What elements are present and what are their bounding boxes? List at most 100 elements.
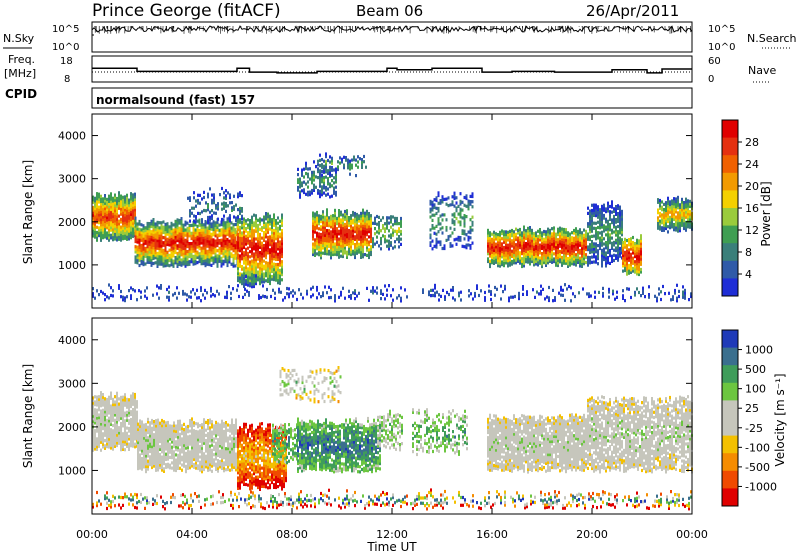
power-echo — [348, 234, 350, 238]
power-echo — [441, 213, 444, 217]
power-echo — [298, 288, 300, 292]
power-echo — [471, 223, 474, 227]
power-echo — [206, 255, 209, 259]
power-echo — [281, 223, 283, 227]
power-echo — [523, 251, 525, 255]
colorbar-tick-label: 8 — [745, 246, 752, 259]
power-echo — [267, 274, 269, 278]
power-echo — [513, 261, 515, 265]
power-echo — [249, 226, 251, 230]
power-echo — [226, 217, 229, 221]
power-echo — [667, 199, 669, 203]
power-echo — [235, 216, 237, 220]
power-echo — [110, 194, 112, 199]
power-echo — [307, 193, 309, 197]
power-echo — [325, 152, 327, 156]
power-echo — [108, 296, 110, 300]
power-echo — [559, 226, 561, 230]
power-echo — [188, 231, 191, 235]
power-echo — [132, 221, 134, 225]
power-echo — [577, 255, 579, 259]
power-echo — [587, 235, 589, 239]
power-echo — [571, 249, 573, 253]
power-echo — [231, 206, 233, 210]
power-echo — [503, 238, 505, 242]
power-echo — [552, 288, 554, 292]
power-echo — [571, 256, 573, 261]
power-echo — [314, 227, 316, 232]
power-echo — [241, 236, 243, 240]
power-echo — [463, 232, 466, 236]
power-echo — [228, 285, 230, 289]
power-echo — [164, 222, 167, 226]
power-echo — [172, 231, 175, 235]
power-echo — [116, 212, 118, 216]
power-echo — [195, 199, 197, 203]
power-echo — [312, 214, 314, 218]
power-echo — [685, 220, 687, 224]
power-echo — [112, 201, 114, 206]
power-echo — [174, 237, 177, 242]
power-echo — [664, 292, 666, 296]
power-echo — [621, 209, 623, 213]
power-echo — [511, 249, 513, 253]
power-echo — [349, 164, 351, 168]
power-echo — [96, 207, 98, 211]
power-echo — [255, 221, 257, 226]
power-echo — [255, 229, 257, 233]
power-echo — [342, 234, 344, 238]
power-echo — [597, 257, 599, 261]
power-echo — [190, 257, 193, 261]
power-echo — [233, 194, 235, 198]
power-echo — [605, 261, 607, 265]
power-echo — [281, 270, 283, 274]
velocity-echo — [118, 413, 120, 417]
power-echo — [230, 252, 233, 256]
power-echo — [138, 243, 141, 247]
power-echo — [270, 294, 272, 299]
power-echo — [128, 234, 130, 238]
power-echo — [144, 226, 147, 230]
power-echo — [296, 297, 298, 302]
power-echo — [667, 225, 669, 229]
power-echo — [537, 234, 539, 239]
power-echo — [551, 258, 553, 262]
power-echo — [657, 216, 659, 220]
power-echo — [519, 227, 521, 232]
power-echo — [513, 240, 515, 244]
power-echo — [251, 233, 253, 237]
power-echo — [503, 256, 505, 260]
power-echo — [269, 261, 271, 265]
power-echo — [356, 212, 358, 217]
power-echo — [489, 259, 491, 263]
power-echo — [636, 272, 638, 276]
power-echo — [130, 228, 132, 232]
power-echo — [386, 221, 388, 225]
power-echo — [164, 246, 167, 250]
power-echo — [553, 247, 555, 251]
power-echo — [359, 157, 361, 161]
power-echo — [253, 224, 255, 228]
power-echo — [249, 263, 251, 267]
power-echo — [388, 247, 390, 251]
power-echo — [178, 257, 181, 261]
velocity-echo — [110, 428, 112, 432]
power-echo — [533, 242, 535, 246]
power-echo — [451, 200, 454, 204]
power-echo — [226, 248, 229, 252]
power-echo — [591, 240, 593, 244]
power-echo — [152, 236, 155, 240]
power-echo — [146, 296, 148, 300]
power-echo — [277, 234, 279, 238]
power-echo — [134, 258, 137, 262]
power-echo — [208, 247, 211, 251]
power-echo — [128, 208, 130, 212]
power-echo — [213, 201, 215, 205]
power-echo — [128, 237, 130, 241]
power-echo — [593, 211, 595, 215]
power-echo — [140, 230, 143, 235]
power-echo — [96, 236, 98, 240]
power-echo — [491, 240, 493, 244]
power-echo — [545, 240, 547, 244]
power-echo — [279, 263, 281, 267]
